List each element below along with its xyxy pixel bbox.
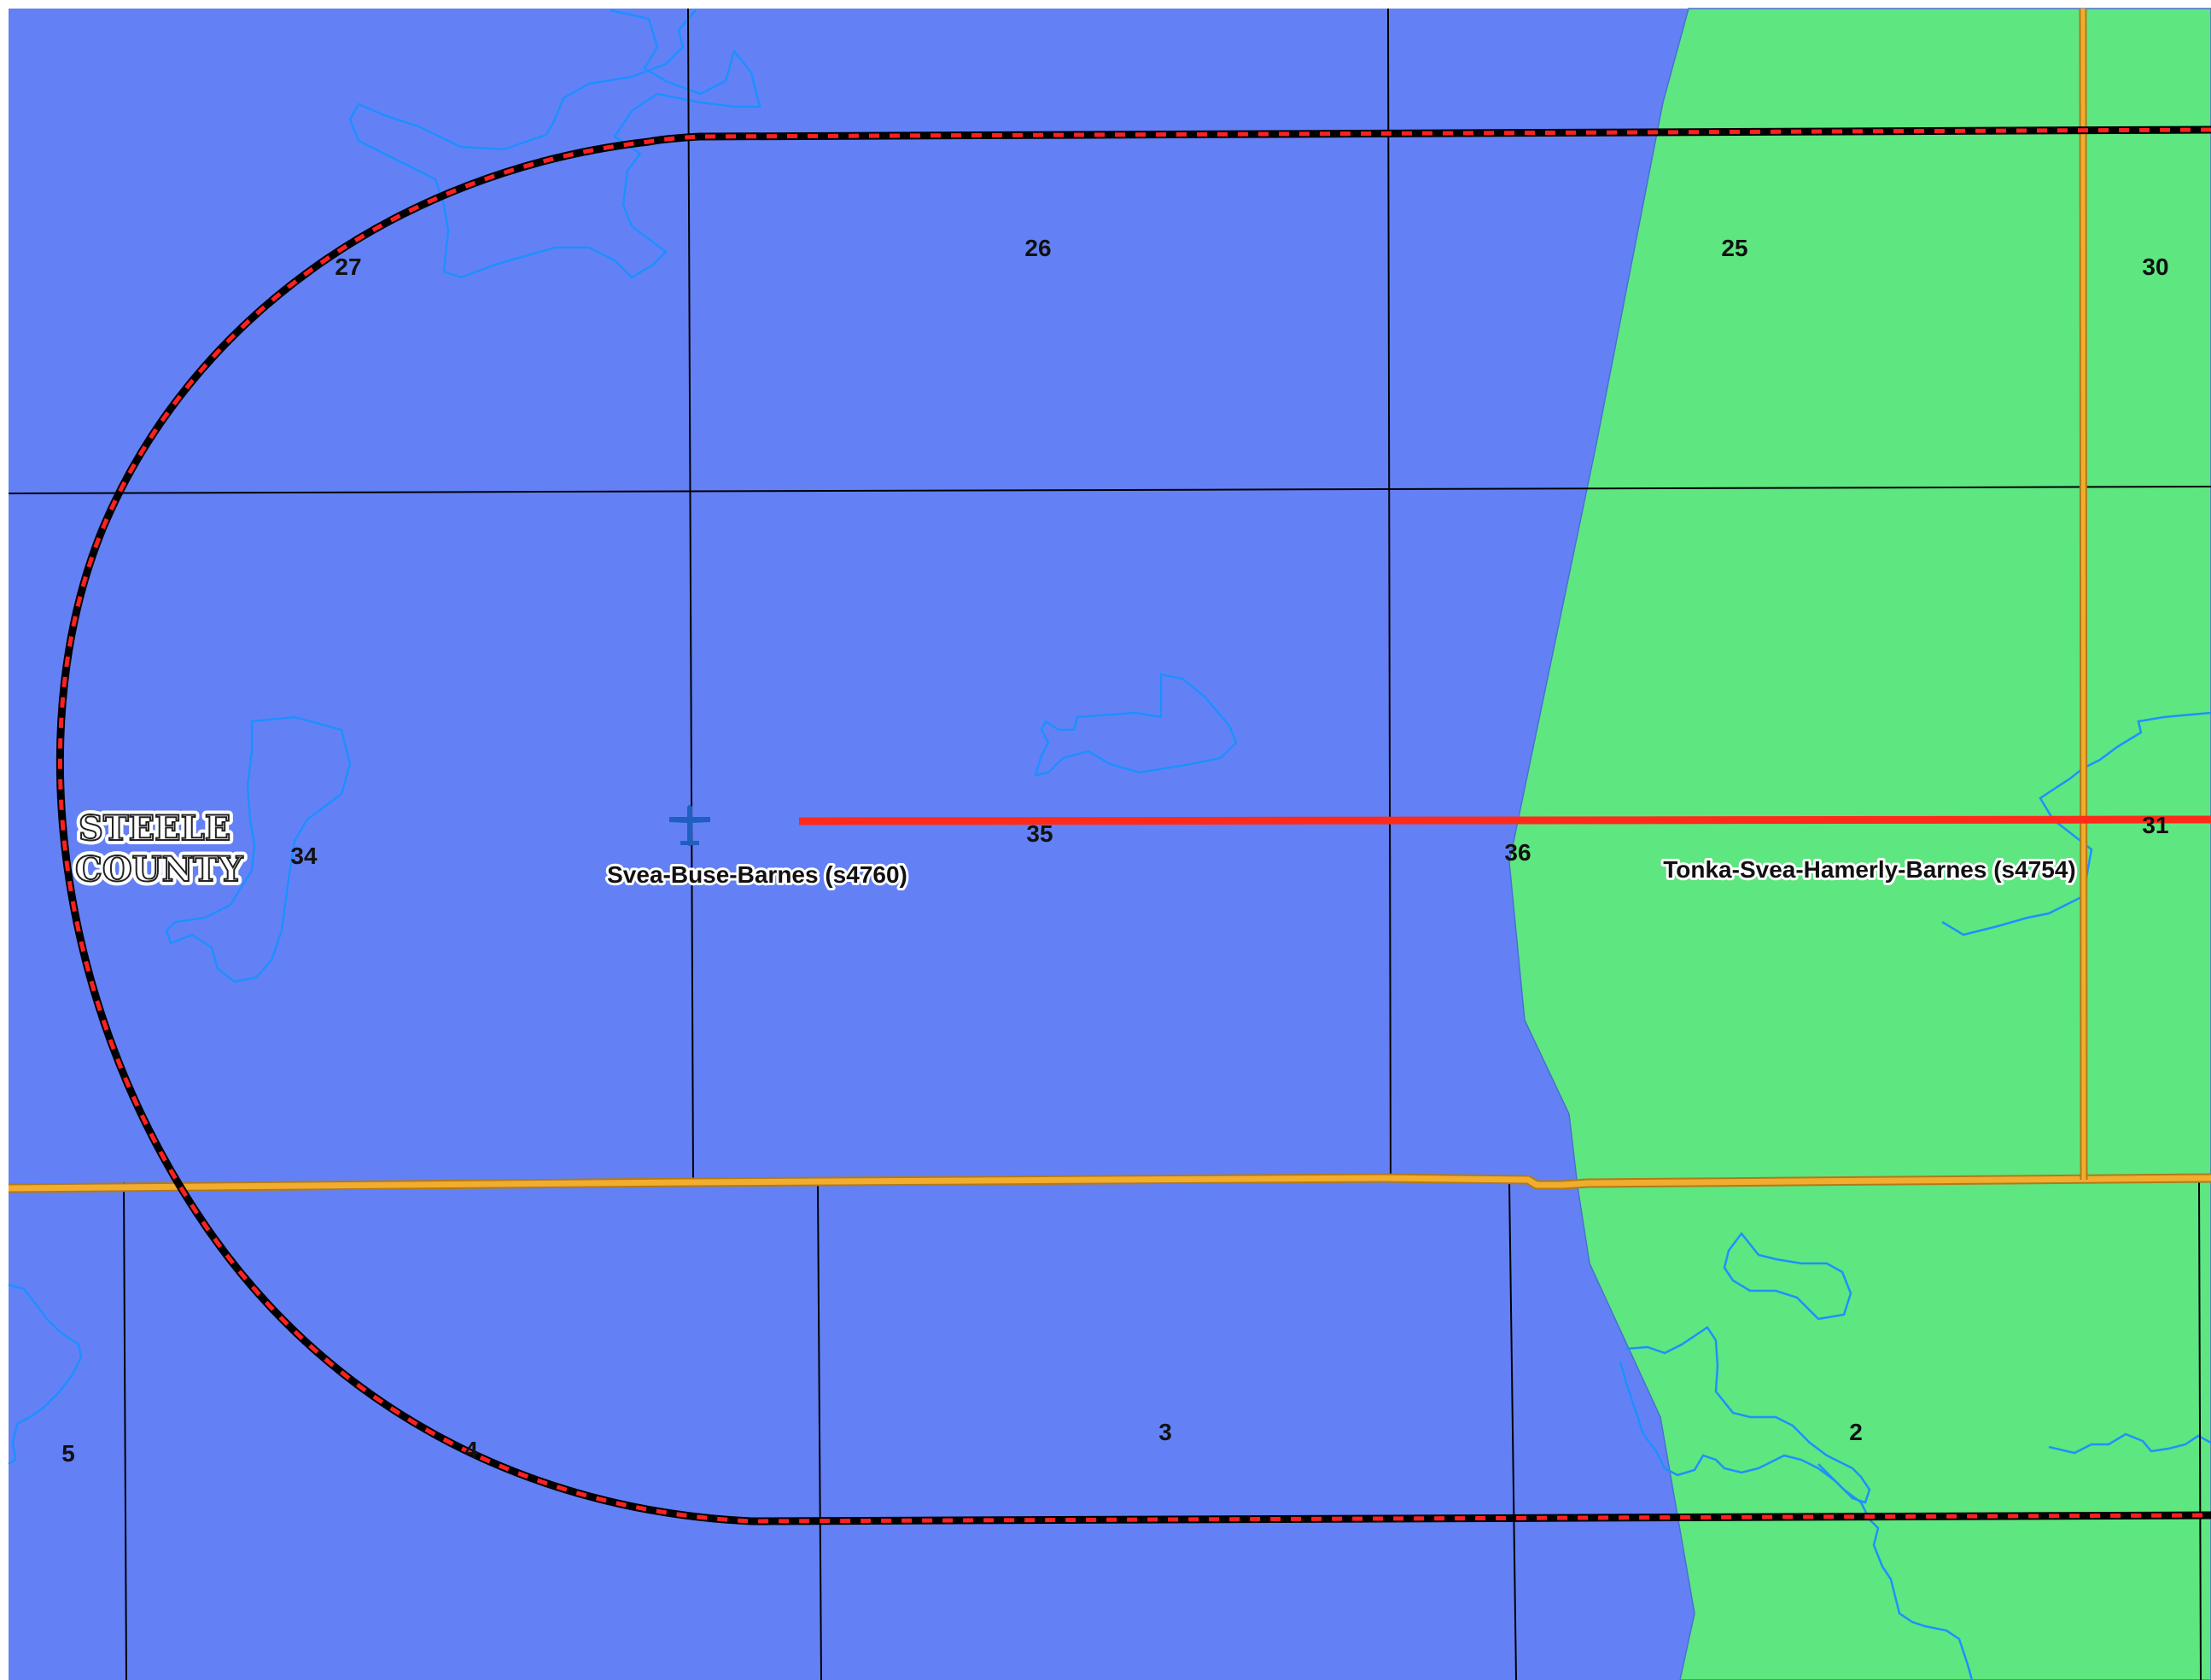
district-area-east — [1508, 8, 2211, 1680]
section-line — [8, 486, 2211, 494]
section-number: 26 — [1024, 235, 1051, 261]
lake-2 — [1723, 1231, 1852, 1321]
road-horizontal — [8, 1175, 2211, 1192]
county-label-line1: STEELE — [79, 808, 230, 849]
section-number: 30 — [2142, 254, 2168, 280]
road-vertical — [2080, 8, 2086, 1181]
section-number: 31 — [2142, 812, 2168, 838]
stream-31 — [1941, 711, 2211, 936]
section-number: 25 — [1721, 235, 1747, 261]
lake-35 — [1034, 673, 1238, 777]
section-number: 3 — [1158, 1419, 1172, 1445]
lake-north — [348, 9, 761, 279]
airplane-icon-tail — [680, 841, 699, 845]
water-features — [8, 9, 2211, 1680]
district-label-west: Svea-Buse-Barnes (s4760) — [607, 861, 907, 888]
red-route — [798, 815, 2211, 825]
section-number: 4 — [464, 1437, 478, 1463]
buffer-boundary — [55, 125, 2211, 1525]
section-number: 35 — [1026, 820, 1053, 847]
airplane-icon-fuselage — [687, 805, 692, 846]
section-number: 5 — [61, 1440, 75, 1467]
county-label-line1-halo: STEELE — [79, 808, 230, 849]
section-number: 36 — [1504, 839, 1531, 866]
section-line — [1508, 1181, 1517, 1680]
section-number: 34 — [290, 843, 318, 869]
section-line — [1387, 8, 1391, 1179]
section-number: 2 — [1849, 1419, 1863, 1445]
section-line — [817, 1181, 822, 1680]
airplane-icon-wings — [669, 817, 710, 823]
lake-5 — [8, 1283, 83, 1466]
lake-34 — [165, 715, 352, 983]
section-line — [687, 8, 694, 1183]
stream-east — [2048, 1432, 2211, 1455]
section-line — [2198, 1177, 2202, 1680]
airplane-icon — [669, 805, 710, 846]
county-label-line2: COUNTY — [75, 849, 243, 890]
county-label-line2-halo: COUNTY — [75, 849, 243, 890]
county-label: STEELE COUNTY STEELE COUNTY — [71, 804, 248, 894]
section-line — [123, 1181, 127, 1680]
stream-2 — [1619, 1326, 1871, 1504]
district-label-east: Tonka-Svea-Hamerly-Barnes (s4754) — [1663, 856, 2075, 883]
roads — [8, 8, 2211, 1193]
buffer-boundary-dashes — [57, 127, 2211, 1524]
section-numbers: 27 26 25 30 34 35 36 31 5 4 3 2 — [61, 235, 2168, 1467]
section-number: 27 — [335, 254, 361, 280]
